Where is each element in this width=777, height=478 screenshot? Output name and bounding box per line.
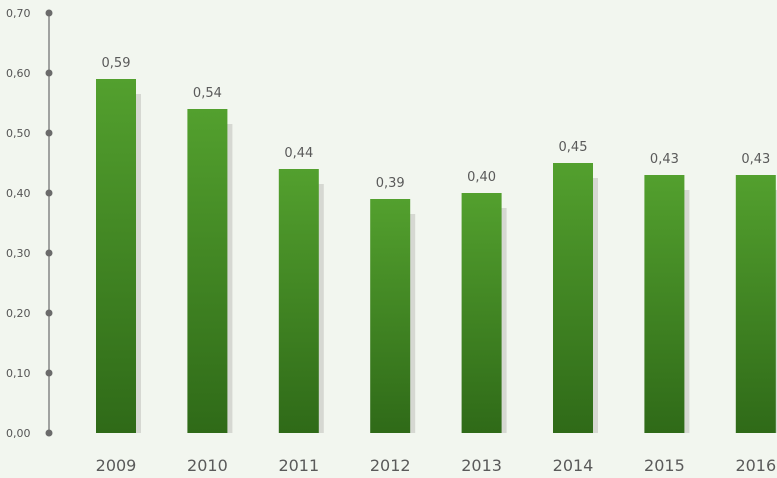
y-tick-marker: [45, 129, 53, 137]
y-tick-label: 0,10: [6, 367, 31, 380]
value-label-2010: 0,54: [193, 86, 222, 101]
bar-2015: [644, 175, 685, 433]
y-tick-marker: [45, 249, 53, 257]
y-tick-marker: [45, 369, 53, 377]
x-tick-label-2010: 2010: [187, 456, 228, 475]
y-tick-label: 0,60: [6, 67, 31, 80]
x-tick-label-2013: 2013: [461, 456, 502, 475]
bar-2010: [187, 109, 228, 433]
value-labels: 0,59 0,54 0,44 0,39 0,40 0,45 0,43 0,43: [102, 56, 771, 191]
y-axis: 0,00 0,10 0,20 0,30 0,40 0,50 0,60 0,70: [6, 7, 53, 440]
bar-2016: [735, 175, 776, 433]
y-tick-marker: [45, 9, 53, 17]
x-tick-label-2015: 2015: [644, 456, 685, 475]
y-tick-label: 0,20: [6, 307, 31, 320]
y-tick-marker: [45, 189, 53, 197]
value-label-2011: 0,44: [284, 146, 313, 161]
y-tick-label: 0,40: [6, 187, 31, 200]
x-axis: 2009 2010 2011 2012 2013 2014 2015 2016: [96, 456, 777, 475]
x-tick-label-2012: 2012: [370, 456, 411, 475]
x-tick-label-2011: 2011: [278, 456, 319, 475]
x-tick-label-2014: 2014: [553, 456, 594, 475]
value-label-2012: 0,39: [376, 176, 405, 191]
bar-2011: [278, 169, 319, 433]
x-tick-label-2016: 2016: [735, 456, 776, 475]
bar-2014: [553, 163, 593, 433]
y-tick-label: 0,50: [6, 127, 31, 140]
value-label-2014: 0,45: [559, 140, 588, 155]
value-label-2016: 0,43: [741, 152, 770, 167]
bars: [96, 79, 777, 433]
y-tick-label: 0,70: [6, 7, 31, 20]
bar-2013: [461, 193, 502, 433]
x-tick-label-2009: 2009: [96, 456, 137, 475]
y-tick-label: 0,00: [6, 427, 31, 440]
value-label-2009: 0,59: [102, 56, 131, 71]
bar-2009: [96, 79, 136, 433]
y-tick-label: 0,30: [6, 247, 31, 260]
y-tick-marker: [45, 309, 53, 317]
value-label-2013: 0,40: [467, 170, 496, 185]
value-label-2015: 0,43: [650, 152, 679, 167]
y-tick-marker: [45, 429, 53, 437]
y-tick-marker: [45, 69, 53, 77]
bar-2012: [370, 199, 411, 433]
